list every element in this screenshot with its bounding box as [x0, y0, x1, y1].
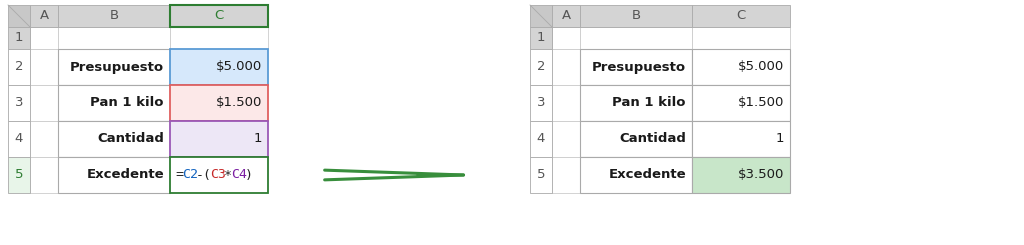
Bar: [692, 85, 790, 121]
Text: Cantidad: Cantidad: [620, 133, 686, 146]
Bar: [30, 49, 58, 85]
Text: B: B: [632, 10, 641, 23]
Bar: [170, 27, 268, 49]
Bar: [30, 27, 58, 49]
Text: 3: 3: [537, 97, 545, 110]
Bar: [692, 5, 790, 27]
Text: 3: 3: [14, 97, 24, 110]
Text: 1: 1: [254, 133, 262, 146]
Text: 1: 1: [14, 32, 24, 45]
Text: $3.500: $3.500: [737, 169, 784, 182]
Text: $1.500: $1.500: [737, 97, 784, 110]
Bar: [30, 5, 58, 27]
Bar: [692, 157, 790, 193]
Text: Presupuesto: Presupuesto: [70, 61, 164, 74]
Text: Cantidad: Cantidad: [97, 133, 164, 146]
Bar: [580, 157, 692, 193]
Bar: [580, 121, 692, 157]
Bar: [580, 27, 692, 49]
Text: -(: -(: [196, 169, 212, 182]
Bar: [8, 121, 30, 157]
Bar: [170, 49, 268, 85]
Bar: [8, 157, 30, 193]
Text: $5.000: $5.000: [216, 61, 262, 74]
Text: *: *: [224, 169, 232, 182]
Text: =: =: [175, 169, 183, 182]
Bar: [530, 5, 552, 27]
Bar: [58, 121, 170, 157]
Bar: [552, 27, 580, 49]
Bar: [58, 157, 170, 193]
Bar: [530, 121, 552, 157]
Bar: [530, 49, 552, 85]
Bar: [170, 157, 268, 193]
Bar: [30, 85, 58, 121]
Text: 2: 2: [537, 61, 545, 74]
Text: C3: C3: [210, 169, 226, 182]
Bar: [530, 85, 552, 121]
Text: A: A: [561, 10, 570, 23]
Bar: [552, 121, 580, 157]
Bar: [552, 85, 580, 121]
Bar: [692, 121, 790, 157]
Text: C: C: [736, 10, 745, 23]
Text: 1: 1: [775, 133, 784, 146]
Bar: [58, 27, 170, 49]
Bar: [580, 5, 692, 27]
Bar: [552, 49, 580, 85]
Text: $1.500: $1.500: [216, 97, 262, 110]
Bar: [58, 5, 170, 27]
Text: 5: 5: [537, 169, 545, 182]
Text: Excedente: Excedente: [86, 169, 164, 182]
Bar: [58, 49, 170, 85]
Bar: [170, 5, 268, 27]
Text: $5.000: $5.000: [737, 61, 784, 74]
Text: C2: C2: [182, 169, 198, 182]
Bar: [30, 157, 58, 193]
Bar: [30, 121, 58, 157]
Text: Presupuesto: Presupuesto: [592, 61, 686, 74]
Text: 1: 1: [537, 32, 545, 45]
Bar: [8, 27, 30, 49]
Text: C4: C4: [231, 169, 247, 182]
Text: B: B: [110, 10, 119, 23]
Bar: [8, 85, 30, 121]
Text: 2: 2: [14, 61, 24, 74]
Text: ): ): [245, 169, 253, 182]
Text: Excedente: Excedente: [608, 169, 686, 182]
Bar: [8, 5, 30, 27]
Bar: [552, 157, 580, 193]
Bar: [530, 27, 552, 49]
Text: Pan 1 kilo: Pan 1 kilo: [612, 97, 686, 110]
Text: 4: 4: [537, 133, 545, 146]
Text: 5: 5: [14, 169, 24, 182]
Bar: [58, 85, 170, 121]
Bar: [530, 157, 552, 193]
Bar: [580, 49, 692, 85]
Bar: [692, 49, 790, 85]
Text: C: C: [214, 10, 223, 23]
Bar: [8, 49, 30, 85]
Bar: [552, 5, 580, 27]
Text: Pan 1 kilo: Pan 1 kilo: [90, 97, 164, 110]
Bar: [580, 85, 692, 121]
Bar: [170, 121, 268, 157]
Text: A: A: [40, 10, 48, 23]
Bar: [170, 85, 268, 121]
Bar: [692, 27, 790, 49]
Text: 4: 4: [14, 133, 24, 146]
